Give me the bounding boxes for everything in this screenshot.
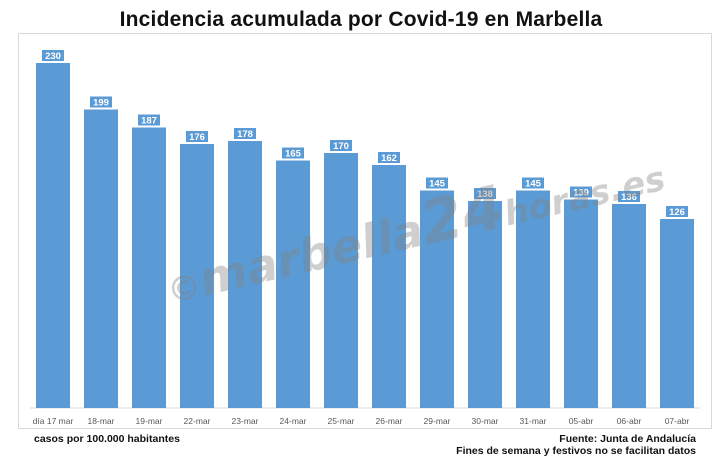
x-tick-label: 23-mar	[232, 416, 259, 426]
data-label-background	[666, 206, 688, 217]
source-note: Fuente: Junta de Andalucía Fines de sema…	[456, 433, 696, 457]
data-label-background	[570, 186, 592, 198]
x-tick-label: 26-mar	[376, 416, 403, 426]
bar	[228, 141, 262, 408]
data-label: 162	[381, 153, 397, 164]
data-label-background	[186, 131, 208, 142]
data-label: 136	[621, 192, 637, 203]
bar	[516, 190, 550, 408]
x-tick-label: 19-mar	[136, 416, 163, 426]
bar	[84, 109, 118, 408]
bar	[564, 199, 598, 408]
chart-title: Incidencia acumulada por Covid-19 en Mar…	[119, 8, 603, 31]
data-label-background	[474, 188, 496, 199]
data-label-background	[42, 50, 64, 61]
x-tick-label: 06-abr	[617, 416, 642, 426]
bar	[276, 160, 310, 408]
x-tick-label: 30-mar	[472, 416, 499, 426]
data-label-background	[138, 114, 160, 126]
bar	[660, 219, 694, 408]
data-label: 178	[237, 129, 253, 140]
x-tick-label: 31-mar	[520, 416, 547, 426]
data-label-background	[330, 140, 352, 151]
data-label: 139	[573, 188, 589, 199]
data-label-background	[234, 128, 256, 139]
bar	[420, 190, 454, 408]
x-tick-label: 29-mar	[424, 416, 451, 426]
bar	[36, 63, 70, 408]
disclaimer-text: Fines de semana y festivos no se facilit…	[456, 445, 696, 457]
data-label: 126	[669, 207, 685, 218]
x-tick-label: día 17 mar	[33, 416, 74, 426]
data-label: 187	[141, 116, 157, 127]
data-label-background	[618, 191, 640, 202]
data-label: 199	[93, 98, 109, 109]
bar	[132, 127, 166, 408]
data-label-background	[90, 96, 112, 108]
data-label: 170	[333, 141, 349, 152]
data-label: 165	[285, 149, 302, 160]
x-tick-label: 22-mar	[184, 416, 211, 426]
data-label-background	[378, 152, 400, 163]
data-label: 145	[525, 179, 542, 190]
bar	[372, 165, 406, 408]
x-tick-label: 05-abr	[569, 416, 594, 426]
bar	[180, 144, 214, 408]
data-label-background	[282, 147, 304, 159]
data-label: 176	[189, 132, 205, 143]
data-label: 230	[45, 51, 61, 62]
x-tick-label: 25-mar	[328, 416, 355, 426]
data-label-background	[426, 177, 448, 189]
data-label: 138	[477, 189, 493, 200]
bar	[324, 153, 358, 408]
bar	[612, 204, 646, 408]
bar	[468, 201, 502, 408]
units-note: casos por 100.000 habitantes	[34, 433, 180, 445]
x-tick-label: 24-mar	[280, 416, 307, 426]
data-label-background	[522, 177, 544, 189]
data-label: 145	[429, 179, 446, 190]
source-text: Fuente: Junta de Andalucía	[559, 433, 696, 445]
x-tick-label: 18-mar	[88, 416, 115, 426]
x-tick-label: 07-abr	[665, 416, 690, 426]
